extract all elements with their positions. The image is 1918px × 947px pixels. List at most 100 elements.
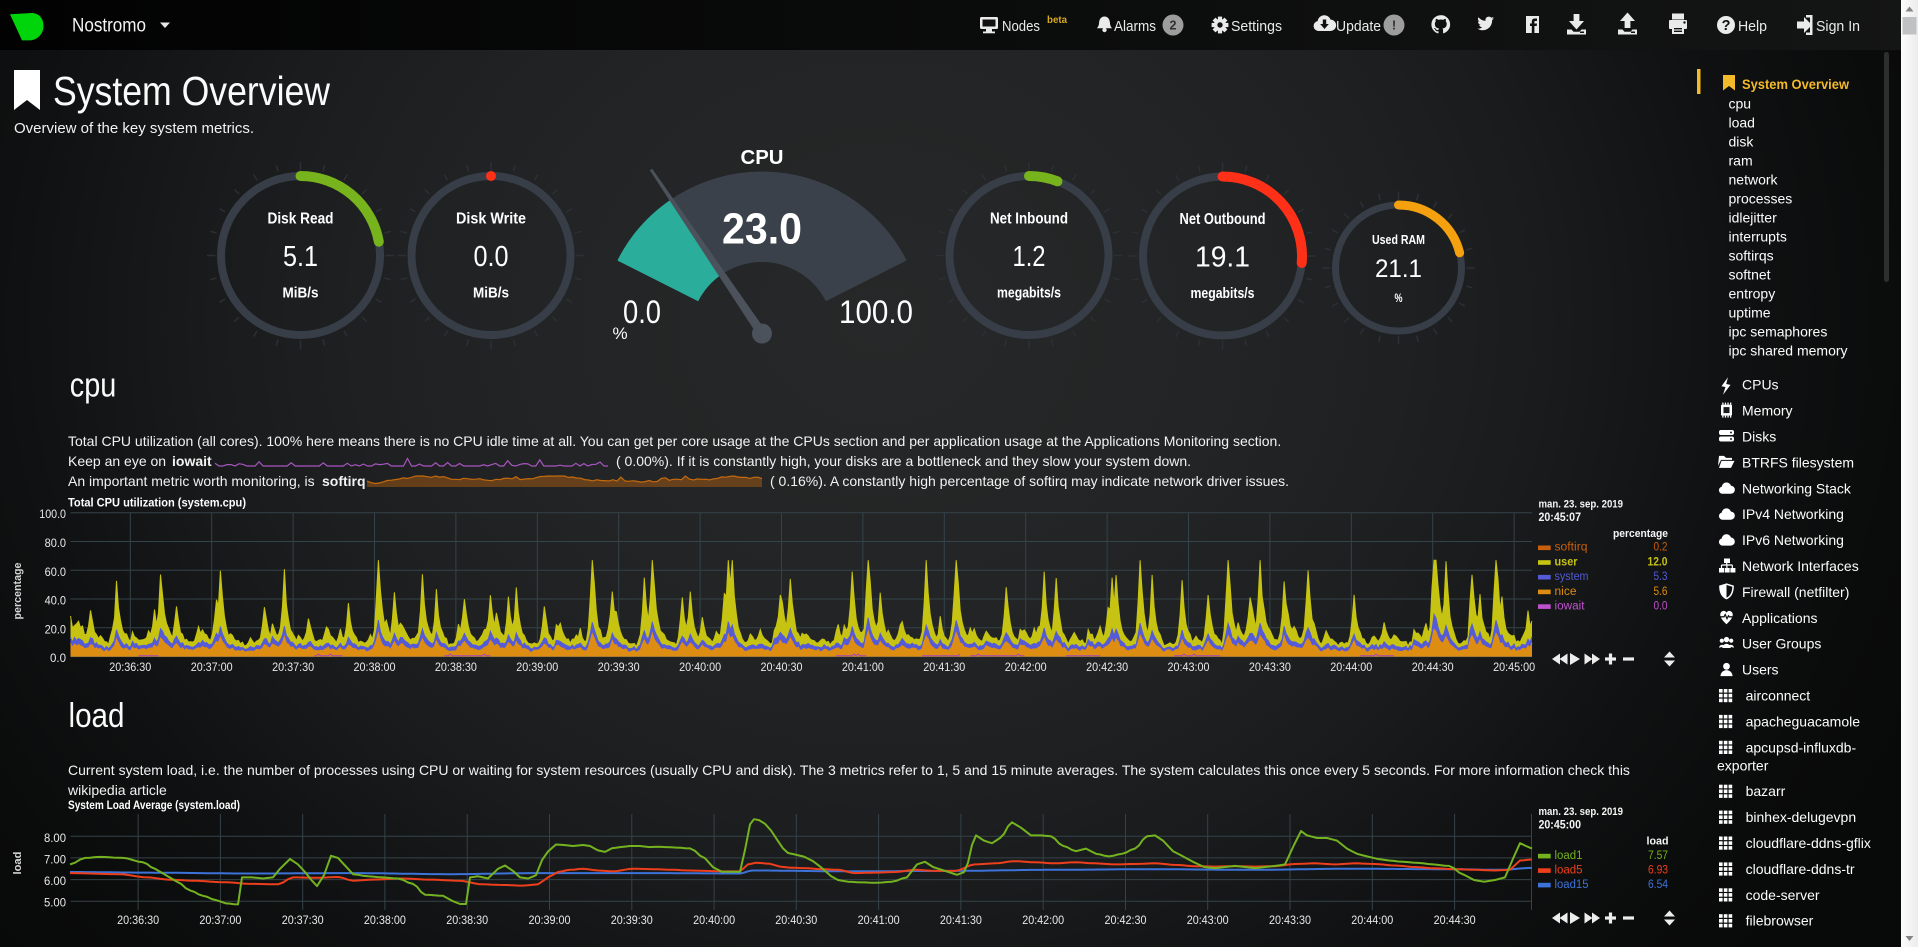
svg-text:system: system: [1555, 571, 1589, 583]
svg-text:code-server: code-server: [1746, 887, 1820, 903]
svg-text:uptime: uptime: [1729, 305, 1771, 321]
svg-text:Net Inbound: Net Inbound: [990, 211, 1068, 228]
svg-text:load15: load15: [1555, 879, 1589, 891]
svg-text:21.1: 21.1: [1375, 255, 1422, 283]
svg-text:5.00: 5.00: [44, 896, 66, 910]
svg-text:System Overview: System Overview: [1742, 76, 1849, 92]
svg-text:20:45:00: 20:45:00: [1493, 660, 1535, 674]
svg-text:CPUs: CPUs: [1742, 377, 1779, 393]
svg-text:Firewall (netfilter): Firewall (netfilter): [1742, 584, 1849, 600]
svg-text:0.2: 0.2: [1654, 542, 1668, 554]
svg-text:20:38:00: 20:38:00: [354, 660, 396, 674]
svg-text:Used RAM: Used RAM: [1372, 232, 1425, 247]
svg-text:20:45:07: 20:45:07: [1539, 512, 1582, 524]
svg-text:19.1: 19.1: [1195, 241, 1250, 273]
svg-text:ipc shared memory: ipc shared memory: [1729, 343, 1848, 359]
svg-text:6.93: 6.93: [1648, 865, 1668, 877]
svg-text:6.54: 6.54: [1648, 879, 1669, 891]
svg-text:nice: nice: [1555, 586, 1577, 598]
svg-text:IPv6 Networking: IPv6 Networking: [1742, 532, 1844, 548]
svg-text:Nostromo: Nostromo: [72, 16, 146, 37]
svg-text:Total CPU utilization (system.: Total CPU utilization (system.cpu): [68, 498, 246, 510]
svg-text:CPU: CPU: [741, 147, 784, 169]
svg-text:Networking Stack: Networking Stack: [1742, 480, 1852, 496]
svg-text:disk: disk: [1729, 134, 1755, 150]
svg-text:20:38:30: 20:38:30: [435, 660, 477, 674]
svg-text:20:43:30: 20:43:30: [1249, 660, 1291, 674]
svg-text:cpu: cpu: [70, 367, 117, 405]
svg-text:12.0: 12.0: [1648, 556, 1668, 568]
svg-text:softirq: softirq: [1555, 542, 1588, 554]
svg-text:20:39:30: 20:39:30: [611, 913, 653, 927]
svg-text:Overview of the key system met: Overview of the key system metrics.: [14, 120, 254, 137]
svg-text:20:37:30: 20:37:30: [272, 660, 314, 674]
svg-text:20:36:30: 20:36:30: [109, 660, 151, 674]
svg-text:network: network: [1729, 172, 1779, 188]
svg-text:megabits/s: megabits/s: [997, 286, 1061, 302]
svg-text:20:43:00: 20:43:00: [1168, 660, 1210, 674]
svg-text:iowait: iowait: [172, 453, 212, 469]
svg-text:cloudflare-ddns-tr: cloudflare-ddns-tr: [1746, 861, 1855, 877]
svg-text:load1: load1: [1555, 850, 1583, 862]
svg-text:An important metric worth moni: An important metric worth monitoring, is: [68, 473, 315, 489]
svg-text:100.0: 100.0: [39, 507, 66, 521]
svg-text:6.00: 6.00: [44, 874, 66, 888]
svg-text:20:43:30: 20:43:30: [1269, 913, 1311, 927]
svg-text:20:40:30: 20:40:30: [775, 913, 817, 927]
svg-text:softnet: softnet: [1729, 267, 1771, 283]
svg-text:20:36:30: 20:36:30: [117, 913, 159, 927]
svg-text:Disk Read: Disk Read: [268, 211, 334, 228]
svg-text:user: user: [1555, 556, 1578, 568]
svg-text:20:37:00: 20:37:00: [199, 913, 241, 927]
svg-text:Applications: Applications: [1742, 610, 1818, 626]
svg-text:20:44:30: 20:44:30: [1434, 913, 1476, 927]
svg-text:%: %: [1395, 291, 1403, 305]
svg-text:Network Interfaces: Network Interfaces: [1742, 558, 1859, 574]
svg-text:8.00: 8.00: [44, 831, 66, 845]
svg-text:20:39:00: 20:39:00: [529, 913, 571, 927]
svg-text:Keep an eye on: Keep an eye on: [68, 453, 166, 469]
svg-text:20:42:00: 20:42:00: [1005, 660, 1047, 674]
svg-text:20:43:00: 20:43:00: [1187, 913, 1229, 927]
svg-text:0.0: 0.0: [623, 294, 661, 330]
svg-text:20:37:30: 20:37:30: [282, 913, 324, 927]
svg-text:7.57: 7.57: [1648, 850, 1668, 862]
svg-text:20:42:00: 20:42:00: [1022, 913, 1064, 927]
svg-text:percentage: percentage: [1613, 528, 1668, 540]
svg-text:wikipedia article: wikipedia article: [67, 782, 167, 798]
svg-text:Total CPU utilization (all cor: Total CPU utilization (all cores). 100% …: [68, 433, 1281, 449]
svg-text:20:41:00: 20:41:00: [858, 913, 900, 927]
svg-text:20:40:00: 20:40:00: [679, 660, 721, 674]
svg-text:20:39:00: 20:39:00: [516, 660, 558, 674]
svg-text:iowait: iowait: [1555, 601, 1586, 613]
svg-text:Help: Help: [1738, 18, 1767, 35]
svg-text:percentage: percentage: [12, 563, 24, 620]
svg-text:filebrowser: filebrowser: [1746, 913, 1814, 929]
svg-text:Settings: Settings: [1231, 18, 1282, 35]
svg-text:load: load: [69, 697, 125, 735]
svg-text:cloudflare-ddns-gflix: cloudflare-ddns-gflix: [1746, 835, 1871, 851]
svg-text:20:40:00: 20:40:00: [693, 913, 735, 927]
svg-text:20:44:00: 20:44:00: [1330, 660, 1372, 674]
svg-text:megabits/s: megabits/s: [1191, 286, 1255, 302]
svg-text:load5: load5: [1555, 865, 1583, 877]
svg-text:!: !: [1392, 18, 1396, 33]
svg-text:20:38:30: 20:38:30: [446, 913, 488, 927]
svg-text:man. 23. sep. 2019: man. 23. sep. 2019: [1539, 498, 1624, 510]
svg-text:beta: beta: [1047, 14, 1067, 26]
svg-text:Update: Update: [1336, 18, 1381, 35]
svg-text:Nodes: Nodes: [1002, 18, 1040, 35]
svg-text:?: ?: [1722, 18, 1731, 34]
svg-text:%: %: [612, 324, 627, 343]
svg-text:60.0: 60.0: [45, 565, 67, 579]
svg-text:interrupts: interrupts: [1729, 229, 1787, 245]
svg-text:20:41:30: 20:41:30: [923, 660, 965, 674]
svg-text:Disks: Disks: [1742, 429, 1776, 445]
svg-text:load: load: [1729, 115, 1755, 131]
svg-text:( 0.16%). A constantly hi: ( 0.16%). A constantly high percentage o…: [770, 473, 1289, 489]
svg-text:20:42:30: 20:42:30: [1105, 913, 1147, 927]
svg-text:softirq: softirq: [322, 473, 366, 489]
svg-text:load: load: [12, 852, 24, 875]
svg-text:0.0: 0.0: [474, 241, 509, 273]
svg-text:BTRFS filesystem: BTRFS filesystem: [1742, 454, 1854, 470]
